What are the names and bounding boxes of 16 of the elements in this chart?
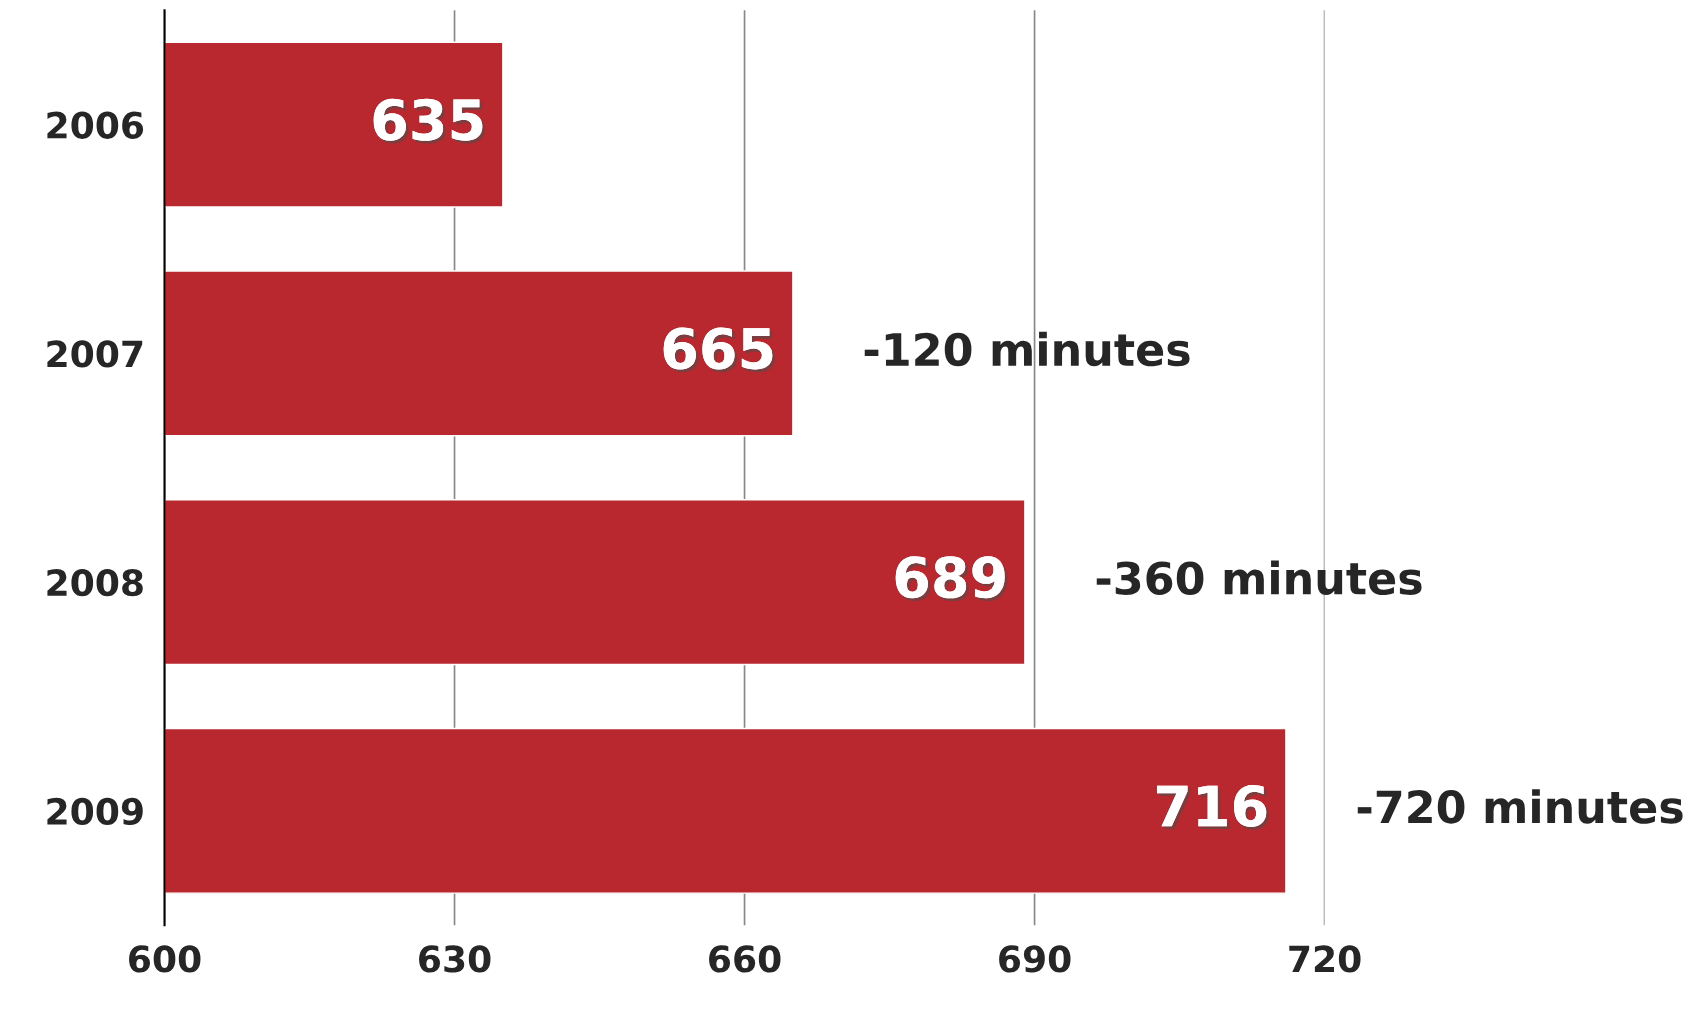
annotation: -120 minutes [864, 331, 1190, 367]
y-tick-label: 2007 [47, 340, 143, 368]
data-label: 716 [1156, 784, 1270, 830]
x-tick-label: 630 [419, 945, 491, 973]
annotation: -360 minutes [1096, 560, 1422, 595]
x-tick-label: 600 [129, 945, 201, 973]
y-tick-label: 2008 [47, 569, 143, 597]
x-tick-label: 660 [709, 945, 781, 973]
data-label: 665 [663, 327, 776, 373]
y-tick-label: 2009 [47, 797, 143, 826]
y-tick-label: 2006 [47, 111, 144, 139]
text: -720 minutes [1357, 789, 1683, 824]
data-label: 689 [895, 556, 1008, 601]
x-tick-label: 720 [1289, 945, 1361, 973]
data-label: 635 [373, 98, 486, 144]
x-tick-label: 690 [999, 945, 1071, 973]
